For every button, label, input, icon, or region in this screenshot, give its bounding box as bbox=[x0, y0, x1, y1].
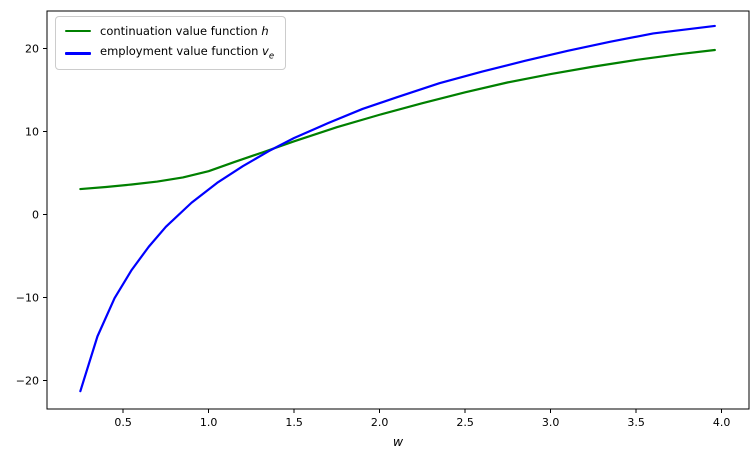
legend-line-green bbox=[65, 29, 91, 33]
y-tick-label: 20 bbox=[25, 42, 39, 55]
x-tick-label: 1.5 bbox=[285, 416, 303, 429]
x-axis-label: w bbox=[392, 434, 404, 449]
series-line bbox=[79, 24, 716, 393]
x-tick-label: 1.0 bbox=[200, 416, 218, 429]
legend-label-continuation-value: continuation value function h bbox=[100, 24, 269, 38]
y-tick-label: −10 bbox=[16, 291, 39, 304]
legend-item-continuation-value: continuation value function h bbox=[65, 24, 274, 38]
plot-frame bbox=[46, 10, 750, 410]
y-tick-label: −20 bbox=[16, 374, 39, 387]
series-line bbox=[79, 48, 716, 191]
x-tick-label: 0.5 bbox=[114, 416, 132, 429]
x-tick-label: 3.0 bbox=[542, 416, 560, 429]
y-tick-label: 10 bbox=[25, 125, 39, 138]
y-tick-label: 0 bbox=[32, 208, 39, 221]
legend-item-employment-value: employment value function ve bbox=[65, 44, 274, 62]
x-tick-label: 4.0 bbox=[713, 416, 731, 429]
x-tick-label: 2.0 bbox=[371, 416, 389, 429]
legend: continuation value function h employment… bbox=[55, 16, 287, 71]
x-tick-label: 3.5 bbox=[627, 416, 645, 429]
legend-line-blue bbox=[65, 52, 91, 55]
legend-label-employment-value: employment value function ve bbox=[100, 44, 275, 62]
x-tick-label: 2.5 bbox=[456, 416, 474, 429]
